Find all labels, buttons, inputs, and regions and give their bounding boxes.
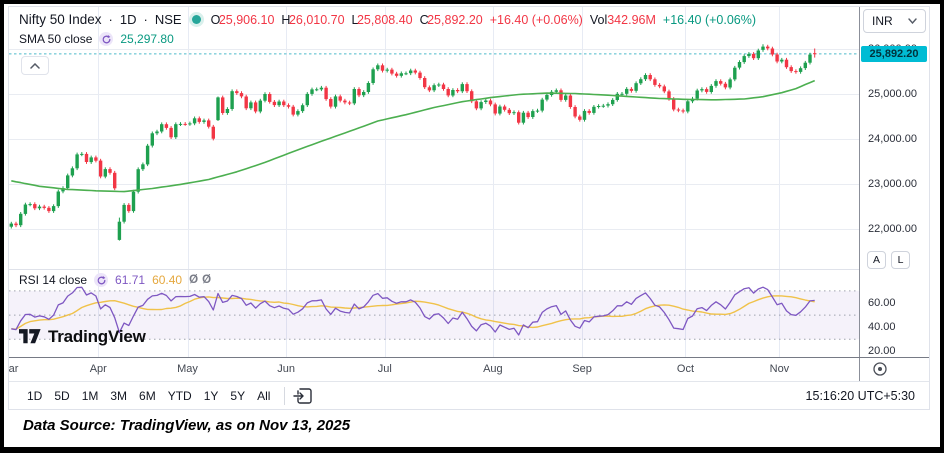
rsi-tick-label: 20.00 xyxy=(868,345,896,358)
market-status-icon xyxy=(191,15,201,24)
range-button-all[interactable]: All xyxy=(257,389,271,403)
price-tick-label: 23,000.00 xyxy=(868,178,917,190)
ohlc-values: O 25,906.10 H 26,010.70 L 25,808.40 C 25… xyxy=(211,13,756,27)
rsi-ma-value: 60.40 xyxy=(152,273,183,287)
rsi-tick-label: 60.00 xyxy=(868,297,896,309)
currency-dropdown[interactable]: INR xyxy=(863,9,926,33)
change-value: +16.40 (+0.06%) xyxy=(489,12,583,27)
range-button-5d[interactable]: 5D xyxy=(54,389,70,403)
rsi-legend: RSI 14 close 61.71 60.40 ØØ xyxy=(19,273,215,287)
time-axis-month-label: Mar xyxy=(8,363,19,375)
symbol-legend: Nifty 50 Index · 1D · NSE O 25,906.10 H … xyxy=(19,12,756,27)
scale-mode-buttons: A L xyxy=(867,251,910,269)
range-button-1d[interactable]: 1D xyxy=(27,389,43,403)
volume-value: 342.96M xyxy=(607,12,656,27)
clock[interactable]: 15:16:20 UTC+5:30 xyxy=(805,389,915,403)
sma-value: 25,297.80 xyxy=(120,32,174,46)
separator-dot: · xyxy=(108,12,113,27)
rsi-empty-values: ØØ xyxy=(189,274,216,286)
range-button-5y[interactable]: 5Y xyxy=(230,389,246,403)
time-axis-month-label: Jul xyxy=(377,363,392,375)
price-axis[interactable]: INR 26,000.0025,000.0024,000.0023,000.00… xyxy=(859,7,929,381)
open-value: 25,906.10 xyxy=(218,12,275,27)
crosshair-target-icon[interactable] xyxy=(871,360,889,378)
volume-label: Vol xyxy=(589,12,608,27)
auto-scale-button[interactable]: A xyxy=(867,251,886,269)
price-tick-label: 24,000.00 xyxy=(868,133,917,145)
rsi-label[interactable]: RSI 14 close xyxy=(19,273,88,287)
range-button-6m[interactable]: 6M xyxy=(139,389,156,403)
time-axis-month-label: Oct xyxy=(676,363,695,375)
indicator-loading-icon[interactable] xyxy=(94,273,109,287)
time-axis[interactable]: Mar Apr May Jun Jul Aug Sep Oct Nov xyxy=(8,357,929,381)
chevron-down-icon xyxy=(908,18,917,24)
last-price-badge: 25,892.20 xyxy=(861,45,927,62)
tradingview-widget: Nifty 50 Index · 1D · NSE O 25,906.10 H … xyxy=(8,6,930,410)
data-source-caption: Data Source: TradingView, as on Nov 13, … xyxy=(23,417,351,434)
tradingview-mark-icon xyxy=(19,329,41,344)
range-button-1y[interactable]: 1Y xyxy=(203,389,219,403)
time-axis-month-label: Nov xyxy=(769,363,790,375)
symbol-title[interactable]: Nifty 50 Index xyxy=(19,12,102,27)
tradingview-logo-text: TradingView xyxy=(48,327,146,346)
range-button-1m[interactable]: 1M xyxy=(81,389,99,403)
close-value: 25,892.20 xyxy=(427,12,483,27)
high-value: 26,010.70 xyxy=(288,12,345,27)
indicator-loading-icon[interactable] xyxy=(99,32,114,46)
range-buttons: 1D 5D 1M 3M 6M YTD 1Y 5Y All xyxy=(21,387,276,405)
time-axis-month-label: Jun xyxy=(277,363,296,375)
chevron-up-icon xyxy=(30,62,40,69)
sma-label[interactable]: SMA 50 close xyxy=(19,32,93,46)
price-and-rsi-chart[interactable] xyxy=(9,7,859,357)
time-axis-month-label: May xyxy=(177,363,198,375)
range-toolbar: 1D 5D 1M 3M 6M YTD 1Y 5Y All 15:16:20 UTC+5:30 xyxy=(9,381,929,409)
currency-value: INR xyxy=(872,14,893,28)
exchange-label[interactable]: NSE xyxy=(154,12,182,27)
toolbar-divider xyxy=(284,387,286,405)
time-axis-month-label: Aug xyxy=(483,363,503,375)
calendar-goto-icon xyxy=(293,388,313,404)
rsi-value: 61.71 xyxy=(115,273,146,287)
separator-dot: · xyxy=(143,12,148,27)
sma-legend: SMA 50 close 25,297.80 xyxy=(19,32,174,46)
rsi-tick-label: 40.00 xyxy=(868,321,896,334)
low-value: 25,808.40 xyxy=(356,12,413,27)
volume-change: +16.40 (+0.06%) xyxy=(662,12,757,27)
interval-label[interactable]: 1D xyxy=(119,12,137,27)
range-button-ytd[interactable]: YTD xyxy=(167,389,192,403)
price-tick-label: 22,000.00 xyxy=(868,223,917,235)
tradingview-logo[interactable]: TradingView xyxy=(19,327,146,347)
go-to-date-button[interactable] xyxy=(293,386,315,406)
price-tick-label: 25,000.00 xyxy=(868,88,917,100)
range-button-3m[interactable]: 3M xyxy=(110,389,128,403)
log-scale-button[interactable]: L xyxy=(891,251,910,269)
collapse-pane-button[interactable] xyxy=(21,56,49,75)
time-axis-month-label: Apr xyxy=(89,363,107,375)
time-axis-month-label: Sep xyxy=(572,363,592,375)
